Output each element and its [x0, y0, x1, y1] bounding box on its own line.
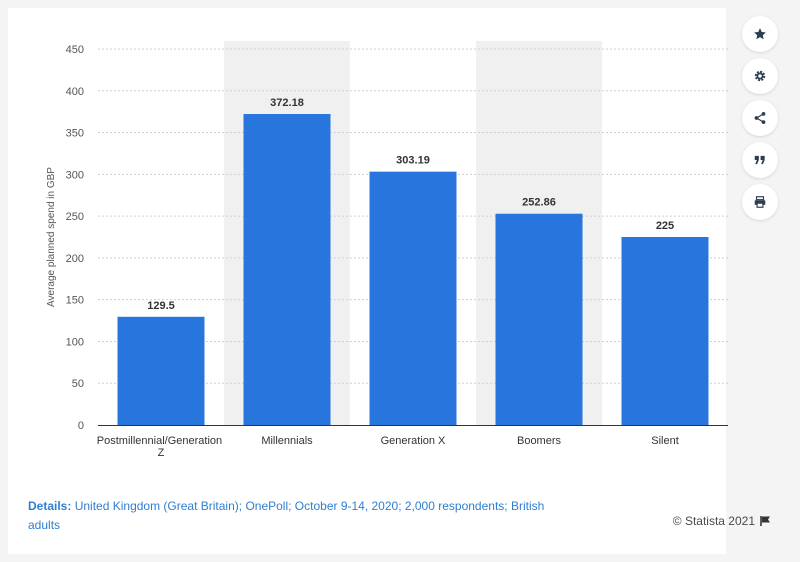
- value-label: 372.18: [270, 97, 304, 109]
- print-button[interactable]: [742, 184, 778, 220]
- bar: [117, 316, 205, 425]
- statista-credit[interactable]: © Statista 2021: [673, 514, 772, 528]
- bar: [369, 171, 457, 425]
- details-label: Details:: [28, 499, 72, 513]
- category-label: Millennials: [261, 435, 313, 447]
- y-tick-label: 350: [66, 128, 84, 140]
- category-label: Boomers: [517, 435, 562, 447]
- cite-button[interactable]: [742, 142, 778, 178]
- value-label: 252.86: [522, 197, 556, 209]
- y-tick-label: 50: [72, 378, 84, 390]
- y-tick-label: 400: [66, 86, 84, 98]
- value-label: 303.19: [396, 155, 430, 167]
- y-tick-label: 150: [66, 295, 84, 307]
- star-icon: [754, 28, 766, 40]
- y-axis-ticks: 0 50 100 150 200 250 300 350 400 450: [66, 44, 84, 432]
- details-note: Details: United Kingdom (Great Britain);…: [28, 497, 548, 535]
- bars: [117, 114, 709, 425]
- chart-card: [8, 8, 726, 554]
- y-tick-label: 200: [66, 253, 84, 265]
- y-tick-label: 100: [66, 336, 84, 348]
- category-labels: Postmillennial/Generation Z Millennials Ge…: [97, 435, 679, 459]
- y-tick-label: 300: [66, 169, 84, 181]
- bar: [495, 213, 583, 425]
- toolbar: [742, 16, 782, 226]
- value-label: 129.5: [147, 300, 175, 312]
- star-button[interactable]: [742, 16, 778, 52]
- credit-text: © Statista 2021: [672, 514, 755, 528]
- gear-icon: [754, 70, 766, 82]
- category-label: Postmillennial/Generation Z: [97, 435, 225, 459]
- y-tick-label: 450: [66, 44, 84, 56]
- category-label: Generation X: [381, 435, 446, 447]
- share-icon: [754, 112, 766, 124]
- bar: [243, 114, 331, 425]
- bar-chart: 0 50 100 150 200 250 300 350 400 450 129.5 372.18 3…: [46, 41, 728, 459]
- value-label: 225: [656, 220, 674, 232]
- bar: [621, 237, 709, 425]
- share-button[interactable]: [742, 100, 778, 136]
- quote-icon: [754, 155, 765, 165]
- settings-button[interactable]: [742, 58, 778, 94]
- print-icon: [754, 196, 766, 208]
- y-tick-label: 0: [78, 420, 84, 432]
- y-tick-label: 250: [66, 211, 84, 223]
- category-label: Silent: [651, 435, 679, 447]
- y-axis-label: Average planned spend in GBP: [46, 167, 57, 307]
- flag-icon: [760, 516, 770, 526]
- details-text: United Kingdom (Great Britain); OnePoll;…: [28, 499, 545, 532]
- value-labels: 129.5 372.18 303.19 252.86 225: [147, 97, 674, 312]
